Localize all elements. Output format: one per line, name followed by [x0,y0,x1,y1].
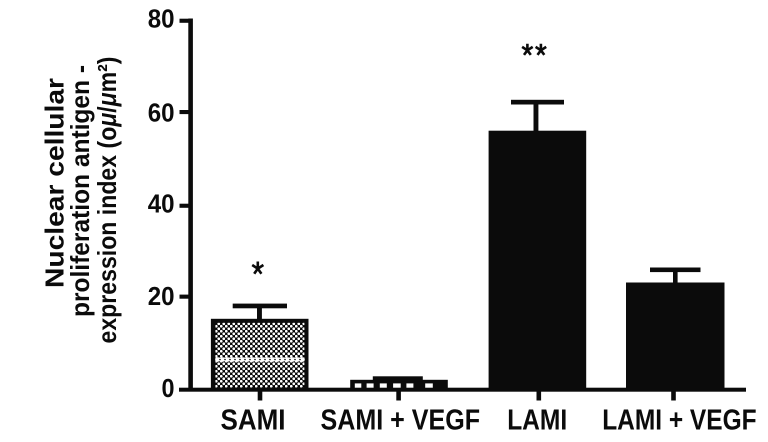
svg-text:expression index (oμ/μm²): expression index (oμ/μm²) [92,57,122,344]
svg-text:40: 40 [148,188,175,218]
svg-text:SAMI: SAMI [221,405,286,437]
svg-text:LAMI: LAMI [507,405,567,437]
svg-text:20: 20 [148,281,175,311]
svg-text:0: 0 [162,373,175,403]
svg-text:Nuclear cellular: Nuclear cellular [40,78,70,288]
svg-text:SAMI + VEGF: SAMI + VEGF [321,405,481,437]
svg-text:60: 60 [148,97,175,127]
svg-text:LAMI + VEGF: LAMI + VEGF [602,405,756,437]
svg-text:80: 80 [148,3,175,33]
svg-text:proliferation antigen -: proliferation antigen - [65,65,95,317]
